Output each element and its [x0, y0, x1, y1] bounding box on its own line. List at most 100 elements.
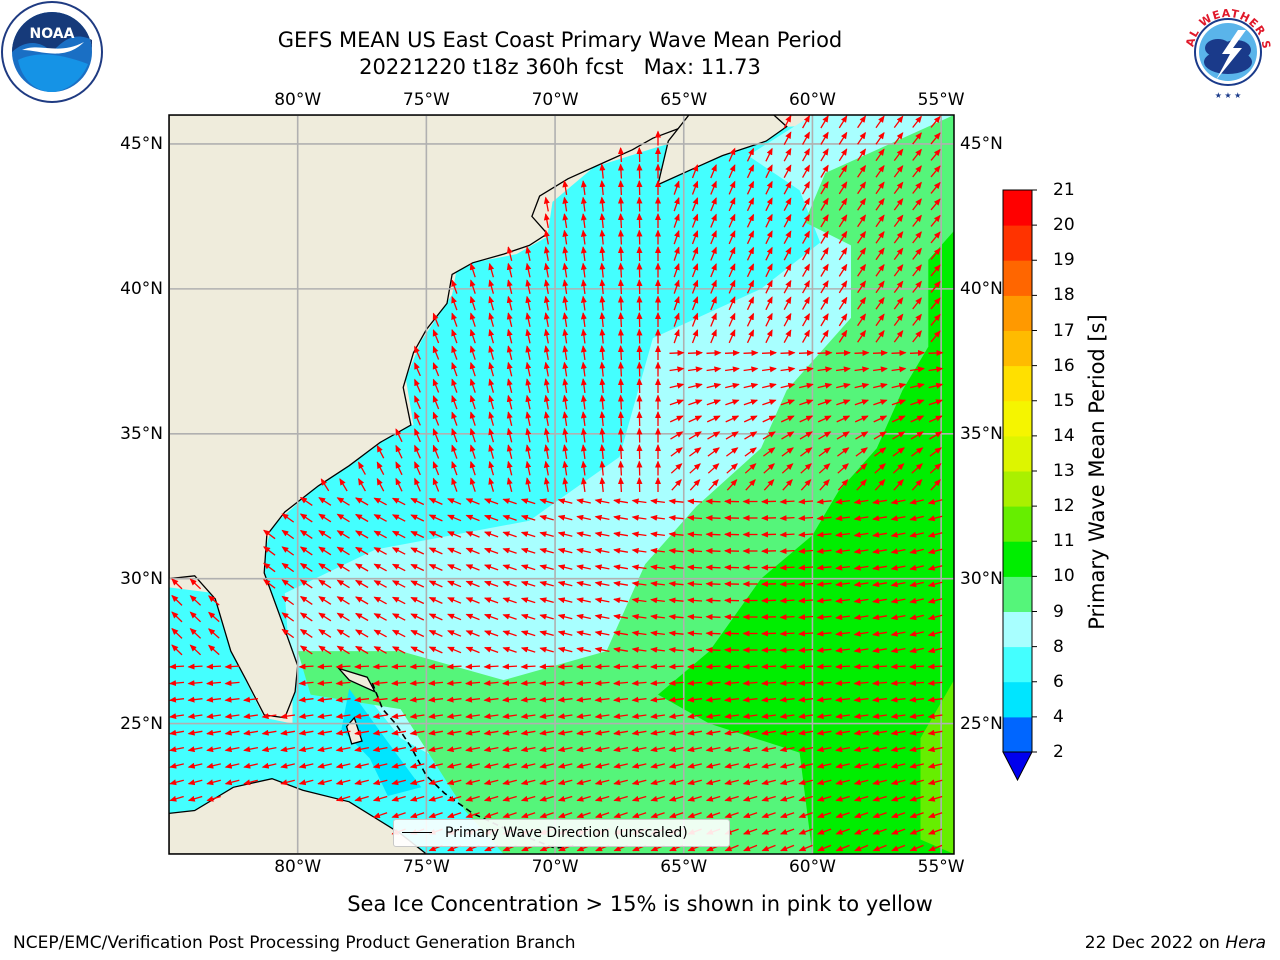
wave-arrow	[912, 280, 922, 293]
wave-arrow	[816, 647, 832, 654]
wave-arrow	[746, 164, 755, 179]
wave-arrow	[668, 514, 684, 521]
wave-arrow	[668, 597, 684, 604]
wave-arrow	[391, 580, 406, 588]
wave-arrow	[488, 345, 495, 360]
wave-arrow	[710, 279, 717, 294]
wave-arrow	[668, 696, 684, 703]
wave-arrow	[783, 131, 792, 146]
wave-arrow	[354, 663, 370, 670]
wave-arrow	[893, 214, 904, 227]
wave-arrow	[927, 515, 943, 522]
wave-arrow	[243, 713, 258, 720]
wave-arrow	[728, 147, 736, 162]
wave-arrow	[820, 214, 829, 228]
wave-arrow	[488, 444, 495, 459]
wave-arrow	[543, 411, 550, 427]
wave-arrow	[688, 415, 703, 423]
wave-arrow	[799, 399, 814, 406]
wave-arrow	[580, 345, 587, 360]
lon-tick-label-top: 55°W	[917, 90, 965, 110]
wave-arrow	[816, 597, 832, 604]
wave-arrow	[688, 431, 702, 440]
wave-arrow	[318, 579, 332, 589]
wave-arrow	[617, 378, 624, 394]
wave-arrow	[853, 548, 869, 555]
wave-arrow	[432, 312, 440, 327]
wave-arrow	[599, 345, 606, 361]
wave-arrow	[299, 530, 313, 539]
colorbar-extend-min	[1002, 751, 1033, 782]
colorbar-tick-label: 6	[1053, 671, 1064, 692]
wave-arrow	[525, 411, 532, 426]
wave-arrow	[728, 329, 736, 344]
wave-arrow	[779, 647, 795, 654]
wave-arrow	[488, 312, 495, 327]
wave-arrow	[410, 613, 425, 621]
wave-arrow	[909, 696, 925, 703]
wave-arrow	[783, 197, 792, 212]
wave-arrow	[506, 246, 513, 261]
wave-arrow	[710, 263, 717, 278]
wave-arrow	[414, 477, 421, 492]
wave-arrow	[779, 564, 795, 571]
wave-arrow	[872, 349, 888, 356]
wave-arrow	[451, 312, 458, 327]
wave-arrow	[525, 444, 532, 459]
wave-arrow	[414, 345, 421, 360]
wave-arrow	[465, 580, 480, 588]
wave-arrow	[543, 262, 550, 278]
wave-arrow	[376, 461, 385, 475]
wave-arrow	[909, 515, 924, 522]
wave-arrow	[705, 564, 721, 571]
colorbar-title: Primary Wave Mean Period [s]	[1085, 314, 1109, 630]
wave-arrow	[613, 646, 629, 653]
lat-tick-label-left: 25°N	[120, 713, 163, 734]
wave-arrow	[335, 696, 351, 703]
wave-arrow	[671, 479, 682, 491]
wave-arrow	[762, 382, 777, 389]
wave-arrow	[562, 229, 569, 245]
wave-arrow	[428, 514, 443, 522]
wave-arrow	[594, 580, 610, 587]
wave-arrow	[506, 345, 513, 360]
wave-arrow	[890, 564, 906, 571]
wave-arrow	[816, 696, 832, 703]
wave-arrow	[562, 444, 569, 460]
wave-arrow	[706, 415, 721, 423]
wave-arrow	[488, 279, 495, 294]
wave-arrow	[447, 547, 462, 555]
wave-arrow	[562, 328, 569, 344]
wave-arrow	[543, 477, 550, 493]
wave-arrow	[414, 395, 421, 410]
wave-arrow	[543, 213, 550, 229]
wave-arrow	[447, 531, 462, 538]
wave-arrow	[520, 696, 536, 703]
wave-arrow	[875, 230, 885, 244]
wave-arrow	[451, 460, 458, 476]
wave-arrow	[890, 581, 906, 588]
wave-arrow	[502, 597, 517, 604]
wave-arrow	[451, 378, 458, 393]
lat-tick-label-right: 25°N	[960, 713, 1003, 734]
wave-arrow	[465, 646, 480, 654]
wave-arrow	[669, 349, 685, 356]
wave-arrow	[728, 263, 736, 278]
wave-arrow	[707, 463, 720, 474]
wave-arrow	[873, 366, 888, 373]
wave-arrow	[428, 613, 443, 621]
wave-arrow	[469, 378, 476, 393]
wave-arrow	[910, 431, 924, 440]
period-region	[658, 230, 954, 854]
wave-arrow	[617, 147, 624, 163]
wave-arrow	[817, 382, 833, 389]
wave-arrow	[816, 515, 832, 522]
lon-tick-label-bottom: 80°W	[274, 857, 322, 877]
wave-arrow	[576, 646, 591, 653]
wave-arrow	[930, 214, 941, 227]
landmass	[657, 115, 788, 186]
wave-arrow	[469, 279, 476, 294]
wave-arrow	[673, 328, 680, 344]
wave-arrow	[372, 680, 388, 687]
wave-arrow	[798, 597, 814, 604]
